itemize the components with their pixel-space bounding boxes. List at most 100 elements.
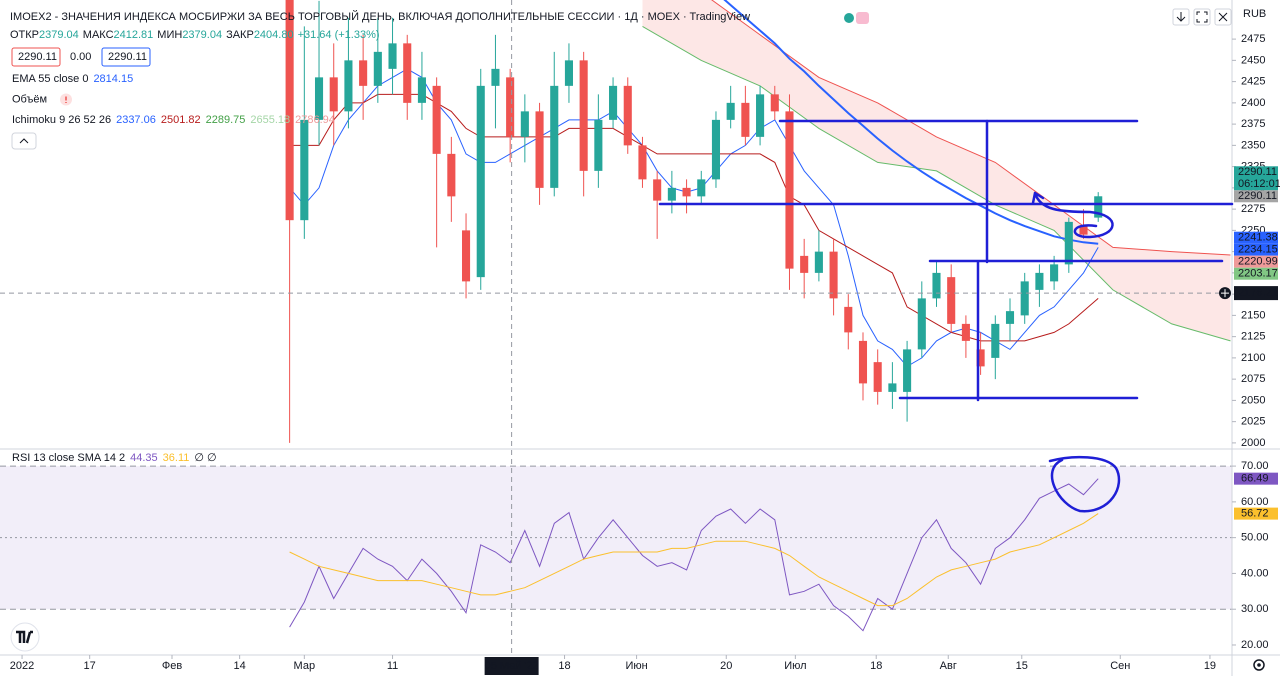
indicator-name: Ichimoku 9 26 52 26 bbox=[12, 114, 111, 126]
ohlc-value: 2379.04 bbox=[182, 29, 222, 41]
candle-body bbox=[873, 362, 882, 392]
candle-body bbox=[329, 77, 338, 112]
candle-body bbox=[373, 51, 382, 86]
x-tick-label: Фев bbox=[162, 660, 182, 672]
toolbar-button[interactable] bbox=[1193, 8, 1211, 26]
drawings bbox=[658, 119, 1234, 513]
x-tick-label: 2022 bbox=[10, 660, 34, 672]
y-tick-label: 40.00 bbox=[1241, 567, 1269, 579]
candle-body bbox=[770, 94, 779, 112]
icon bbox=[19, 138, 29, 144]
candle-body bbox=[506, 77, 515, 137]
legend-button[interactable] bbox=[11, 47, 61, 67]
toolbar[interactable] bbox=[844, 8, 1232, 26]
x-tick-label: 18 bbox=[870, 660, 882, 672]
crosshair-y-label: 2176.21 bbox=[1238, 287, 1278, 299]
indicator-value: 2289.75 bbox=[206, 114, 246, 126]
status-icon bbox=[844, 13, 854, 23]
legend-button-text[interactable]: 2290.11 bbox=[108, 51, 147, 63]
candle-body bbox=[932, 272, 941, 299]
rsi-value-label: 66.49 bbox=[1241, 473, 1269, 485]
candle-body bbox=[667, 187, 676, 201]
countdown: 06:12:01 bbox=[1238, 178, 1280, 190]
indicator-name: Объём bbox=[12, 93, 47, 105]
x-tick-label: 20 bbox=[720, 660, 732, 672]
candle-body bbox=[300, 119, 309, 221]
drawn-circle bbox=[1048, 455, 1121, 513]
candle-body bbox=[829, 251, 838, 299]
y-tick-label: 2425 bbox=[1241, 76, 1265, 88]
rsi-line bbox=[289, 513, 1099, 607]
currency: RUB bbox=[1243, 8, 1266, 20]
x-tick-label: Июл bbox=[784, 660, 806, 672]
candle-body bbox=[344, 60, 353, 112]
indicator-value: 2337.06 bbox=[116, 114, 156, 126]
candle-body bbox=[682, 187, 691, 197]
rsi-value-box bbox=[1234, 472, 1278, 485]
y-tick-label: 2275 bbox=[1241, 203, 1265, 215]
ohlc-label: ОТКР bbox=[10, 29, 39, 41]
icon bbox=[1176, 12, 1186, 22]
x-tick-label: Мар bbox=[294, 660, 316, 672]
close-label: 2290.11 bbox=[1238, 166, 1277, 178]
x-tick-label: Июн bbox=[625, 660, 647, 672]
close-label-box bbox=[1234, 166, 1278, 191]
rsi-legend-value: ∅ ∅ bbox=[194, 452, 216, 464]
rsi-pane bbox=[0, 465, 1232, 632]
ohlc-value: 2379.04 bbox=[39, 29, 79, 41]
indicator-name: EMA 55 close 0 bbox=[12, 73, 88, 85]
x-tick-label: Сен bbox=[1110, 660, 1130, 672]
y-tick-label: 2050 bbox=[1241, 394, 1265, 406]
candle-body bbox=[623, 85, 632, 146]
y-tick-label: 20.00 bbox=[1241, 639, 1269, 651]
candle-body bbox=[579, 60, 588, 171]
rsi-value-label: 56.72 bbox=[1241, 508, 1269, 520]
candle-body bbox=[976, 349, 985, 367]
logo-mark bbox=[16, 630, 33, 644]
chart-title: IMOEX2 - ЗНАЧЕНИЯ ИНДЕКСА МОСБИРЖИ ЗА ВЕ… bbox=[10, 10, 750, 23]
candle-body bbox=[858, 340, 868, 384]
y-tick-label: 2375 bbox=[1241, 118, 1265, 130]
candle-body bbox=[800, 255, 809, 273]
rsi-line bbox=[289, 478, 1099, 632]
icon bbox=[1196, 11, 1208, 23]
drawn-scribble bbox=[1031, 191, 1114, 239]
candle-body bbox=[403, 43, 412, 103]
candle-body bbox=[991, 323, 1000, 358]
collapse[interactable] bbox=[11, 132, 37, 150]
indicator-legend: Объём bbox=[12, 93, 47, 105]
y-tick-label: 2025 bbox=[1241, 416, 1265, 428]
candle-body bbox=[1005, 311, 1015, 324]
icon bbox=[1218, 12, 1228, 22]
y-tick-label: 2400 bbox=[1241, 97, 1265, 109]
indicator-value: 2655.18 bbox=[250, 114, 290, 126]
indicator-line bbox=[723, 0, 1099, 245]
candle-body bbox=[1050, 264, 1059, 282]
candle-body bbox=[388, 43, 397, 69]
price-label: 2290.11 bbox=[1238, 190, 1277, 202]
y-tick-label: 70.00 bbox=[1241, 460, 1269, 472]
price-label-box bbox=[1234, 190, 1278, 203]
legend-button[interactable] bbox=[101, 47, 151, 67]
gear-icon[interactable] bbox=[1253, 659, 1265, 671]
candle-body bbox=[888, 383, 897, 392]
y-tick-label: 2350 bbox=[1241, 139, 1265, 151]
rsi-title: RSI 13 close SMA 14 2 bbox=[12, 452, 125, 464]
legend-button-text[interactable]: 2290.11 bbox=[18, 51, 57, 63]
y-tick-label: 30.00 bbox=[1241, 603, 1269, 615]
settings[interactable] bbox=[1253, 659, 1265, 671]
candle-body bbox=[741, 102, 750, 137]
y-tick-label: 60.00 bbox=[1241, 496, 1269, 508]
candle-body bbox=[1035, 272, 1044, 290]
candle-body bbox=[917, 298, 926, 350]
price-label-box bbox=[1234, 267, 1278, 280]
price-label: 2234.15 bbox=[1238, 244, 1278, 256]
y-tick-label: 2450 bbox=[1241, 54, 1265, 66]
candle-body bbox=[314, 77, 324, 120]
y-tick-label: 2475 bbox=[1241, 33, 1265, 45]
collapse-button[interactable] bbox=[11, 132, 37, 150]
main-pane bbox=[285, 0, 1231, 443]
candle-body bbox=[535, 111, 544, 188]
legend-button-text[interactable]: 0.00 bbox=[70, 51, 91, 63]
indicator-value: 2786.94 bbox=[295, 114, 335, 126]
